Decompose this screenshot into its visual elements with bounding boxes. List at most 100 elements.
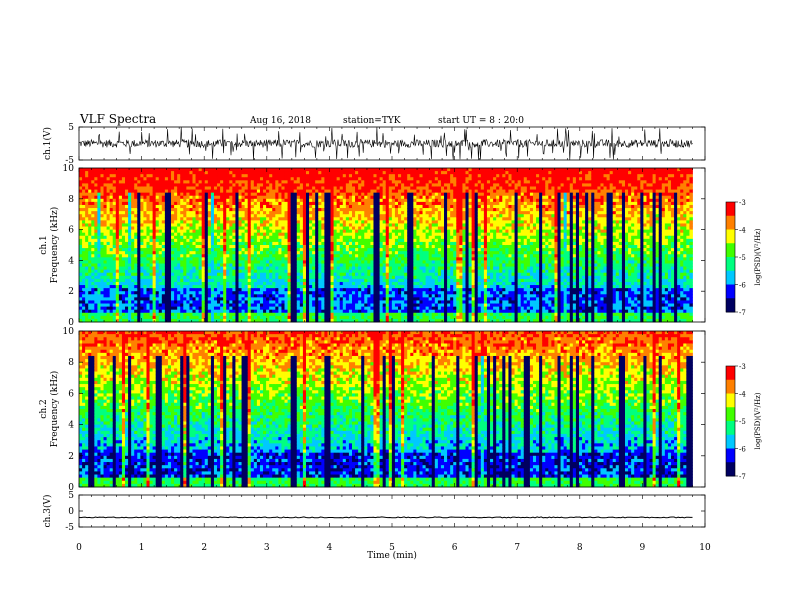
spectrogram-cell xyxy=(103,235,108,240)
spectrogram-cell xyxy=(281,235,285,240)
spectrogram-cell xyxy=(250,312,255,317)
spectrogram-cell xyxy=(198,180,203,184)
spectrogram-cell xyxy=(146,248,150,252)
spectrogram-cell xyxy=(167,201,172,206)
spectrogram-cell xyxy=(128,189,132,194)
spectrogram-cell xyxy=(290,201,295,206)
spectrogram-cell xyxy=(115,315,120,320)
spectrogram-cell xyxy=(85,174,89,178)
spectrogram-cell xyxy=(155,285,160,289)
spectrogram-cell xyxy=(177,186,181,190)
spectrogram-cell xyxy=(121,195,126,200)
spectrogram-cell xyxy=(232,251,236,255)
spectrogram-cell xyxy=(97,238,101,243)
spectrogram-cell xyxy=(186,214,190,218)
spectrogram-cell xyxy=(171,269,175,274)
spectrogram-cell xyxy=(312,315,316,320)
spectrogram-cell xyxy=(103,248,108,252)
spectrogram-cell xyxy=(155,315,160,320)
spectrogram-cell xyxy=(232,235,236,240)
spectrogram-cell xyxy=(223,238,227,243)
spectrogram-cell xyxy=(204,312,209,317)
spectrogram-cell xyxy=(253,189,258,194)
spectrogram-cell xyxy=(115,312,120,317)
spectrogram-cell xyxy=(213,294,218,298)
spectrogram-cell xyxy=(137,241,141,246)
spectrogram-cell xyxy=(195,306,200,311)
spectrogram-cell xyxy=(321,195,325,200)
spectrogram-cell xyxy=(370,192,374,197)
spectrogram-cell xyxy=(281,260,285,264)
spectrogram-cell xyxy=(155,297,160,301)
spectrogram-cell xyxy=(177,174,181,178)
spectrogram-cell xyxy=(125,288,129,292)
spectrogram-cell xyxy=(85,171,89,175)
spectrogram-cell xyxy=(336,238,341,243)
spectrogram-cell xyxy=(128,291,132,295)
spectrogram-cell xyxy=(358,238,362,243)
spectrogram-cell xyxy=(244,235,249,240)
spectrogram-cell xyxy=(250,266,255,271)
spectrogram-cell xyxy=(189,269,193,274)
spectrogram-cell xyxy=(247,260,252,264)
spectrogram-cell xyxy=(103,245,108,249)
spectrogram-cell xyxy=(207,309,212,314)
spectrogram-cell xyxy=(355,251,359,255)
spectrogram-cell xyxy=(330,309,334,314)
spectrogram-cell xyxy=(275,180,279,184)
spectrogram-cell xyxy=(137,263,141,267)
spectrogram-cell xyxy=(352,254,356,258)
spectrogram-cell xyxy=(336,269,341,274)
spectrogram-cell xyxy=(204,192,209,197)
spectrogram-cell xyxy=(79,272,83,277)
spectrogram-cell xyxy=(358,266,362,271)
spectrogram-cell xyxy=(315,229,319,234)
spectrogram-cell xyxy=(146,192,150,197)
spectrogram-cell xyxy=(358,168,362,172)
spectrogram-cell xyxy=(121,297,126,301)
spectrogram-cell xyxy=(247,229,252,234)
spectrogram-cell xyxy=(376,217,381,221)
spectrogram-cell xyxy=(256,189,261,194)
spectrogram-cell xyxy=(207,201,212,206)
spectrogram-cell xyxy=(91,263,95,267)
spectrogram-cell xyxy=(223,257,227,261)
spectrogram-cell xyxy=(217,223,221,227)
spectrogram-cell xyxy=(250,201,255,206)
spectrogram-cell xyxy=(358,192,362,197)
spectrogram-cell xyxy=(339,248,344,252)
spectrogram-cell xyxy=(152,254,157,258)
spectrogram-cell xyxy=(94,223,98,227)
spectrogram-cell xyxy=(352,192,356,197)
spectrogram-cell xyxy=(134,254,138,258)
spectrogram-cell xyxy=(275,300,279,304)
spectrogram-cell xyxy=(321,294,325,298)
spectrogram-cell xyxy=(94,288,98,292)
spectrogram-cell xyxy=(269,192,273,197)
spectrogram-cell xyxy=(223,275,227,280)
spectrogram-cell xyxy=(201,186,206,190)
spectrogram-cell xyxy=(85,297,89,301)
spectrogram-cell xyxy=(247,288,252,292)
spectrogram-cell xyxy=(131,232,135,237)
spectrogram-cell xyxy=(177,232,181,237)
spectrogram-cell xyxy=(79,186,83,190)
spectrogram-cell xyxy=(287,223,292,227)
spectrogram-cell xyxy=(238,294,242,298)
spectrogram-cell xyxy=(342,312,347,317)
spectrogram-cell xyxy=(210,223,215,227)
spectrogram-cell xyxy=(278,312,282,317)
spectrogram-cell xyxy=(370,275,374,280)
spectrogram-cell xyxy=(152,208,157,212)
spectrogram-cell xyxy=(134,275,138,280)
spectrogram-cell xyxy=(112,226,117,230)
spectrogram-cell xyxy=(370,189,374,194)
spectrogram-cell xyxy=(244,217,249,221)
spectrogram-cell xyxy=(342,195,347,200)
spectrogram-cell xyxy=(321,217,325,221)
spectrogram-cell xyxy=(207,208,212,212)
spectrogram-cell xyxy=(189,235,193,240)
spectrogram-cell xyxy=(143,201,147,206)
spectrogram-cell xyxy=(364,257,368,261)
spectrogram-cell xyxy=(287,245,292,249)
